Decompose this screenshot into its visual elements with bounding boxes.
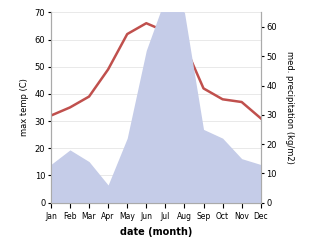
X-axis label: date (month): date (month) [120, 227, 192, 237]
Y-axis label: med. precipitation (kg/m2): med. precipitation (kg/m2) [285, 51, 294, 164]
Y-axis label: max temp (C): max temp (C) [20, 79, 29, 136]
